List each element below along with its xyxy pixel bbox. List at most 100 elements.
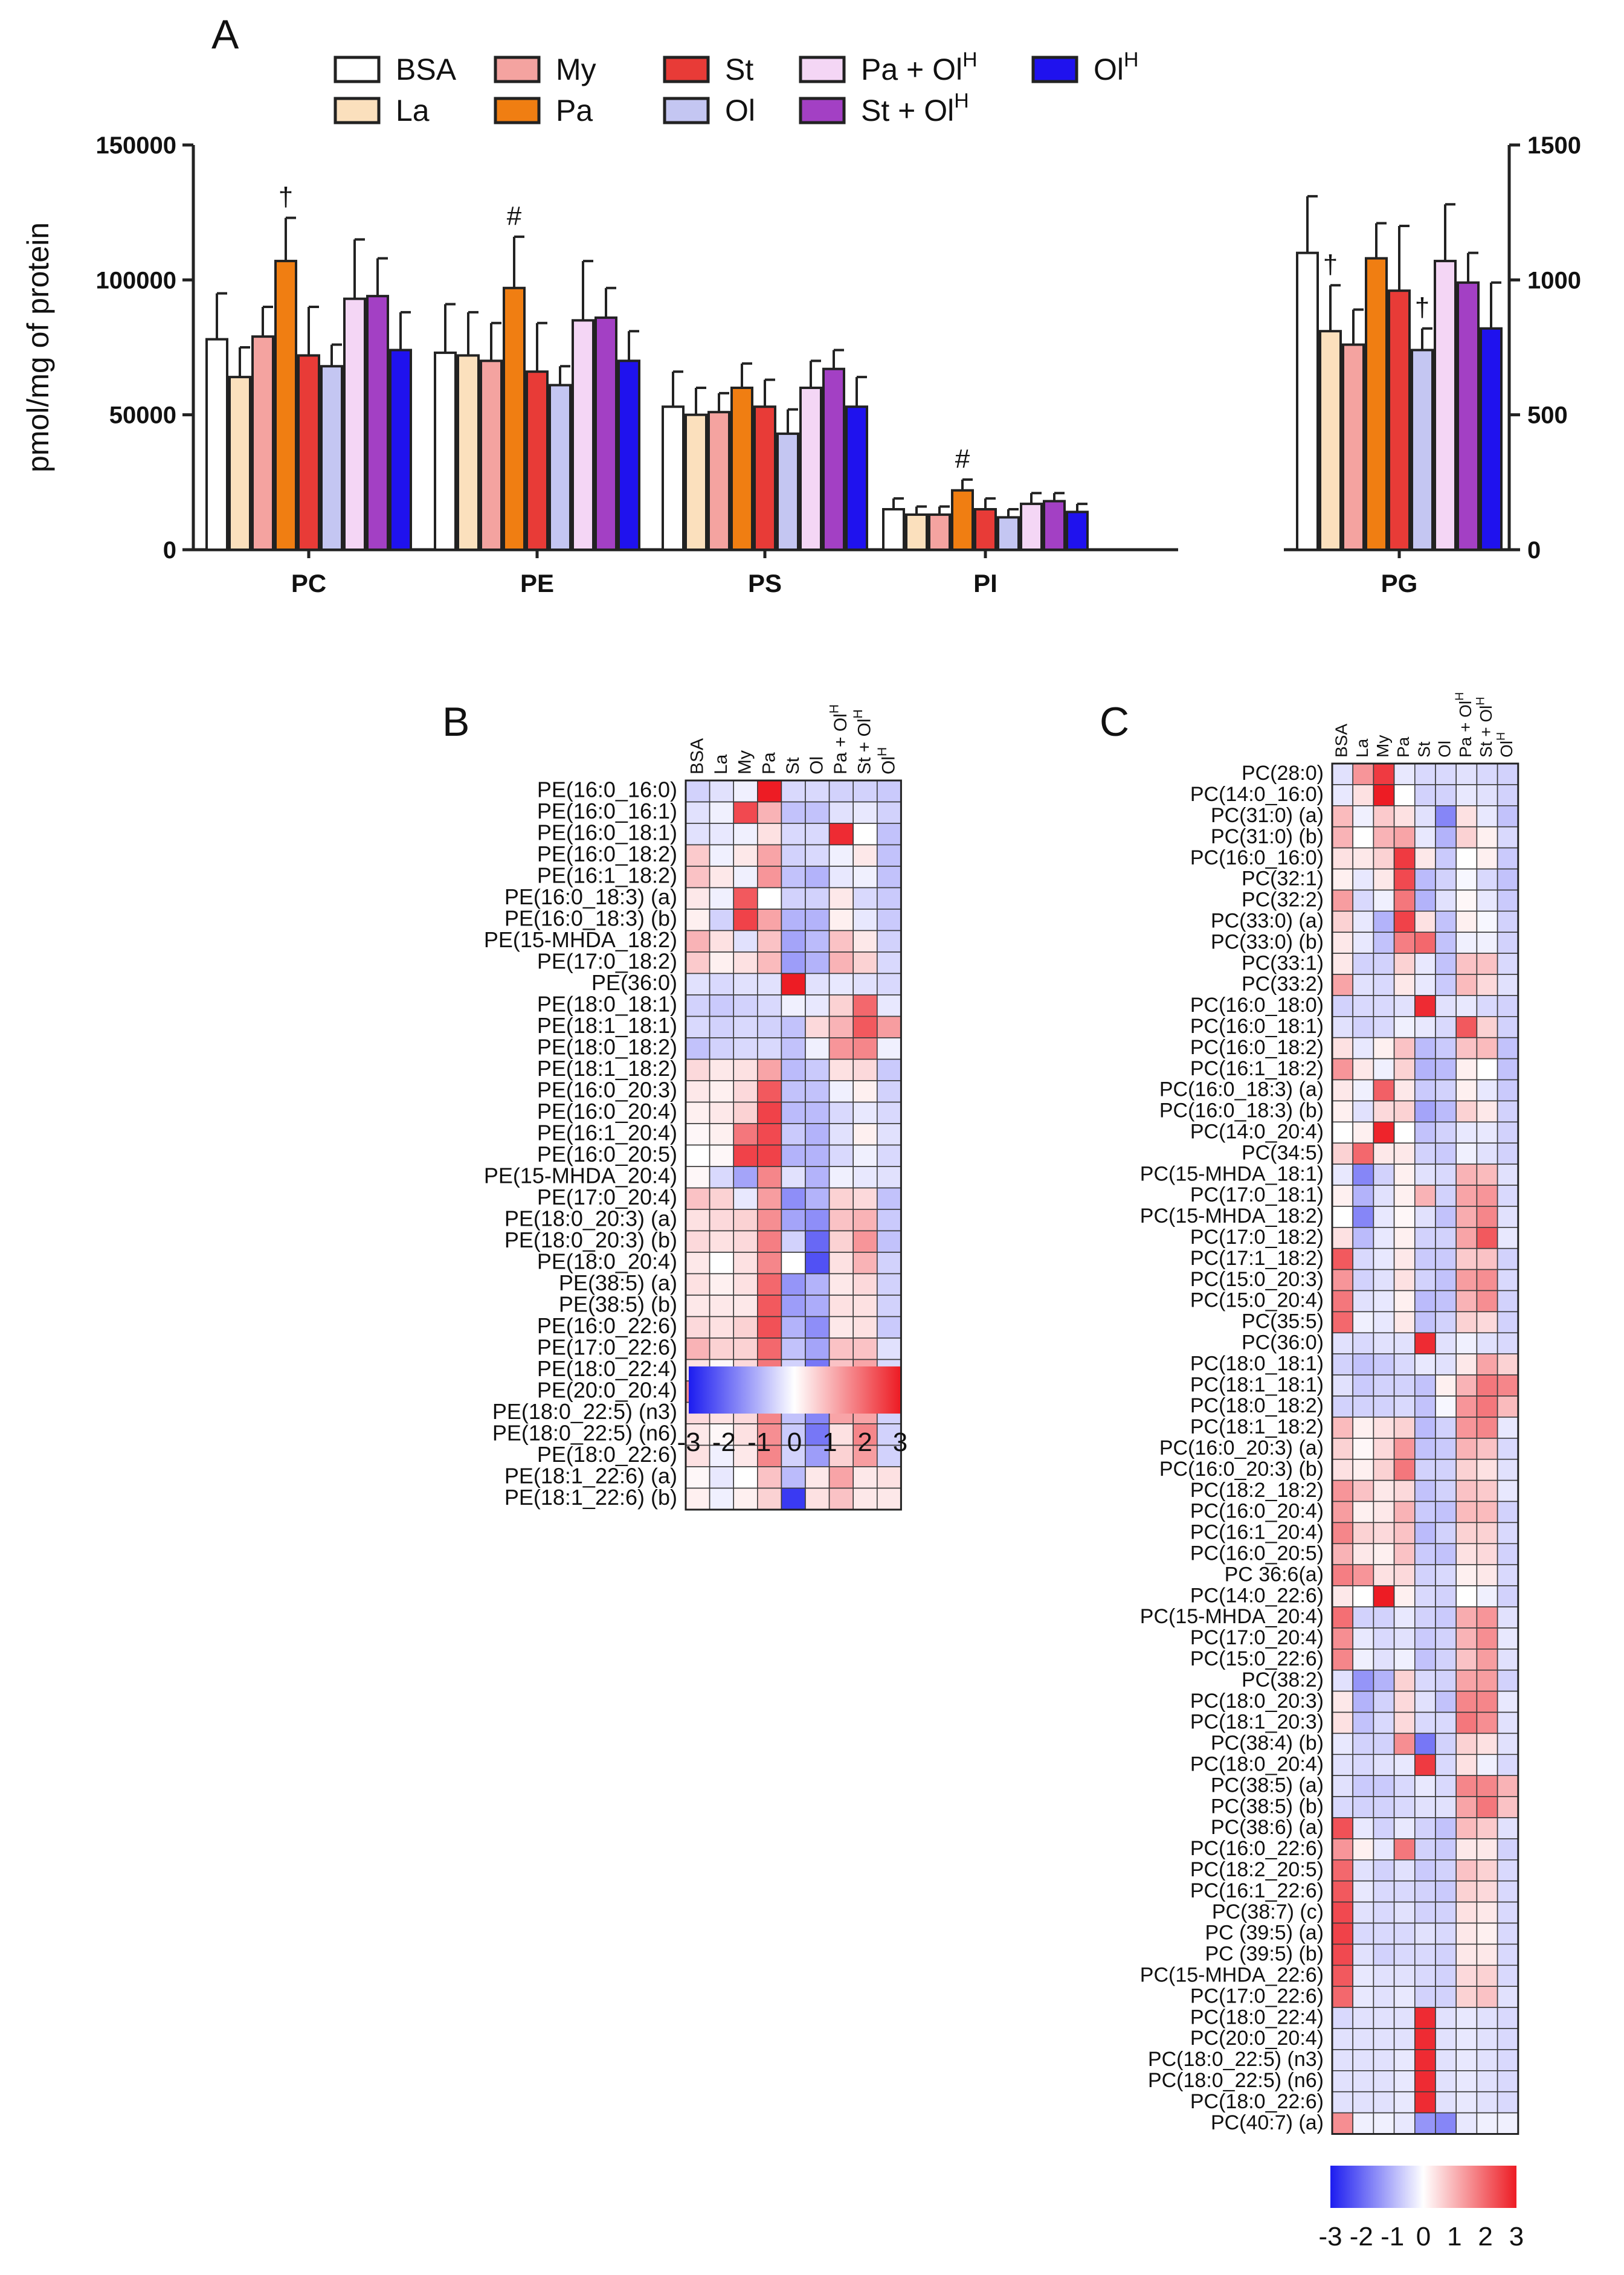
- heatmap-cell: [877, 1015, 902, 1038]
- heatmap-cell: [1352, 1943, 1374, 1966]
- row-label-pc-15-mhda-18-2: PC(15-MHDA_18:2): [1140, 1205, 1324, 1228]
- heatmap-cell: [733, 973, 758, 996]
- heatmap-cell: [1476, 763, 1498, 785]
- heatmap-cell: [1435, 1964, 1457, 1987]
- heatmap-cell: [1497, 1227, 1519, 1249]
- heatmap-cell: [781, 930, 806, 953]
- heatmap-cell: [1373, 1353, 1395, 1376]
- heatmap-cell: [1476, 1290, 1498, 1313]
- heatmap-cell: [1352, 1163, 1374, 1186]
- heatmap-cell: [1435, 889, 1457, 912]
- row-label-pe-18-0-18-2: PE(18:0_18:2): [537, 1035, 677, 1060]
- heatmap-cell: [1414, 1543, 1436, 1566]
- heatmap-cell: [757, 887, 782, 910]
- heatmap-cell: [1414, 1100, 1436, 1123]
- legend-swatch-ol: [663, 97, 710, 124]
- heatmap-cell: [1332, 1247, 1354, 1270]
- heatmap-cell: [1373, 1269, 1395, 1292]
- row-label-pc-31-0-b: PC(31:0) (b): [1211, 825, 1324, 848]
- heatmap-cell: [877, 1487, 902, 1510]
- heatmap-cell: [1414, 953, 1436, 975]
- row-label-pc-38-2: PC(38:2): [1242, 1668, 1324, 1691]
- heatmap-cell: [1332, 1269, 1354, 1292]
- heatmap-cell: [1497, 805, 1519, 828]
- legend-label-bsa: BSA: [396, 53, 457, 86]
- heatmap-cell: [1455, 1754, 1478, 1777]
- y-axis-label: pmol/mg of protein: [21, 222, 55, 472]
- heatmap-cell: [1393, 2091, 1416, 2114]
- heatmap-cell: [1476, 1564, 1498, 1586]
- heatmap-cell: [1414, 1395, 1436, 1418]
- heatmap-cell: [1455, 1290, 1478, 1313]
- heatmap-cell: [1373, 1058, 1395, 1081]
- y-tick-label: 0: [1527, 537, 1541, 564]
- heatmap-cell: [1393, 1733, 1416, 1755]
- bar-pe-la: [457, 354, 480, 552]
- heatmap-cell: [1497, 784, 1519, 806]
- heatmap-cell: [733, 801, 758, 824]
- bar-pi-my: [928, 513, 951, 552]
- heatmap-cell: [805, 1444, 830, 1467]
- heatmap-cell: [805, 951, 830, 974]
- heatmap-cell: [1455, 1585, 1478, 1607]
- bar-pe-st-olh: [594, 316, 617, 551]
- heatmap-cell: [685, 823, 710, 846]
- heatmap-cell: [1332, 1417, 1354, 1439]
- heatmap-cell: [1476, 1269, 1498, 1292]
- heatmap-cell: [1332, 1733, 1354, 1755]
- y-tick-label: 1000: [1527, 267, 1581, 294]
- heatmap-cell: [1332, 847, 1354, 870]
- heatmap-cell: [1352, 1479, 1374, 1502]
- heatmap-cell: [733, 1423, 758, 1446]
- bar-pi-olh: [1066, 510, 1089, 552]
- heatmap-cell: [781, 1037, 806, 1060]
- heatmap-cell: [805, 1015, 830, 1038]
- heatmap-cell: [1332, 1606, 1354, 1629]
- heatmap-cell: [1352, 932, 1374, 954]
- heatmap-cell: [1393, 910, 1416, 933]
- heatmap-cell: [1497, 1438, 1519, 1460]
- heatmap-cell: [1332, 1690, 1354, 1713]
- heatmap-cell: [1373, 1479, 1395, 1502]
- heatmap-cell: [685, 1058, 710, 1081]
- heatmap-cell: [1435, 805, 1457, 828]
- heatmap-cell: [1476, 784, 1498, 806]
- heatmap-cell: [1497, 1627, 1519, 1650]
- heatmap-cell: [781, 866, 806, 889]
- category-label-pc: PC: [291, 569, 326, 597]
- heatmap-cell: [709, 1230, 734, 1253]
- row-label-pc-16-0-22-6: PC(16:0_22:6): [1190, 1837, 1324, 1860]
- row-label-pc-28-0: PC(28:0): [1242, 762, 1324, 785]
- bar-pi-st-olh: [1043, 500, 1066, 551]
- heatmap-cell: [1414, 868, 1436, 891]
- heatmap-cell: [1497, 1417, 1519, 1439]
- heatmap-cell: [1414, 2007, 1436, 2029]
- heatmap-cell: [828, 1080, 854, 1103]
- heatmap-cell: [781, 973, 806, 996]
- heatmap-cell: [1455, 1859, 1478, 1882]
- heatmap-cell: [685, 1423, 710, 1446]
- heatmap-cell: [709, 930, 734, 953]
- heatmap-cell: [828, 1252, 854, 1275]
- heatmap-cell: [852, 1058, 878, 1081]
- heatmap-cell: [733, 823, 758, 846]
- heatmap-cell: [1352, 1501, 1374, 1524]
- heatmap-cell: [1455, 1332, 1478, 1355]
- bar-pe-st: [526, 370, 549, 551]
- heatmap-cell: [1476, 953, 1498, 975]
- heatmap-cell: [1476, 1754, 1498, 1777]
- heatmap-cell: [852, 1316, 878, 1339]
- heatmap-cell: [1414, 1227, 1436, 1249]
- heatmap-cell: [1332, 805, 1354, 828]
- heatmap-cell: [805, 1209, 830, 1232]
- colorbar-tick-label: 0: [1416, 2222, 1431, 2251]
- heatmap-cell: [1393, 1859, 1416, 1882]
- heatmap-cell: [1393, 1543, 1416, 1566]
- heatmap-cell: [1393, 1269, 1416, 1292]
- heatmap-cell: [1455, 1564, 1478, 1586]
- heatmap-cell: [1373, 763, 1395, 785]
- heatmap-cell: [1332, 1332, 1354, 1355]
- row-label-pe-18-0-22-5-n3: PE(18:0_22:5) (n3): [492, 1399, 677, 1424]
- heatmap-cell: [1497, 1016, 1519, 1038]
- heatmap-cell: [1414, 1206, 1436, 1228]
